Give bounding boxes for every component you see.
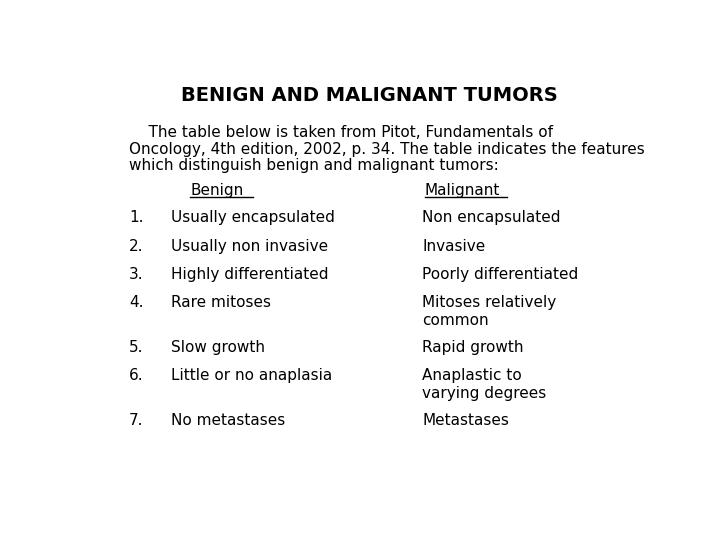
Text: Benign: Benign xyxy=(190,183,243,198)
Text: 2.: 2. xyxy=(129,239,143,254)
Text: 4.: 4. xyxy=(129,295,143,310)
Text: 3.: 3. xyxy=(129,267,144,282)
Text: The table below is taken from Pitot, Fundamentals of: The table below is taken from Pitot, Fun… xyxy=(129,125,553,140)
Text: Oncology, 4th edition, 2002, p. 34. The table indicates the features: Oncology, 4th edition, 2002, p. 34. The … xyxy=(129,141,645,157)
Text: Rare mitoses: Rare mitoses xyxy=(171,295,271,310)
Text: Poorly differentiated: Poorly differentiated xyxy=(422,267,578,282)
Text: Anaplastic to
varying degrees: Anaplastic to varying degrees xyxy=(422,368,546,401)
Text: Little or no anaplasia: Little or no anaplasia xyxy=(171,368,332,383)
Text: which distinguish benign and malignant tumors:: which distinguish benign and malignant t… xyxy=(129,158,499,173)
Text: 1.: 1. xyxy=(129,210,143,225)
Text: Mitoses relatively
common: Mitoses relatively common xyxy=(422,295,557,328)
Text: Invasive: Invasive xyxy=(422,239,485,254)
Text: 7.: 7. xyxy=(129,413,143,428)
Text: Metastases: Metastases xyxy=(422,413,509,428)
Text: No metastases: No metastases xyxy=(171,413,285,428)
Text: 5.: 5. xyxy=(129,340,143,355)
Text: BENIGN AND MALIGNANT TUMORS: BENIGN AND MALIGNANT TUMORS xyxy=(181,85,557,105)
Text: Malignant: Malignant xyxy=(425,183,500,198)
Text: Highly differentiated: Highly differentiated xyxy=(171,267,328,282)
Text: Rapid growth: Rapid growth xyxy=(422,340,523,355)
Text: Non encapsulated: Non encapsulated xyxy=(422,210,560,225)
Text: Usually encapsulated: Usually encapsulated xyxy=(171,210,335,225)
Text: 6.: 6. xyxy=(129,368,144,383)
Text: Usually non invasive: Usually non invasive xyxy=(171,239,328,254)
Text: Slow growth: Slow growth xyxy=(171,340,265,355)
